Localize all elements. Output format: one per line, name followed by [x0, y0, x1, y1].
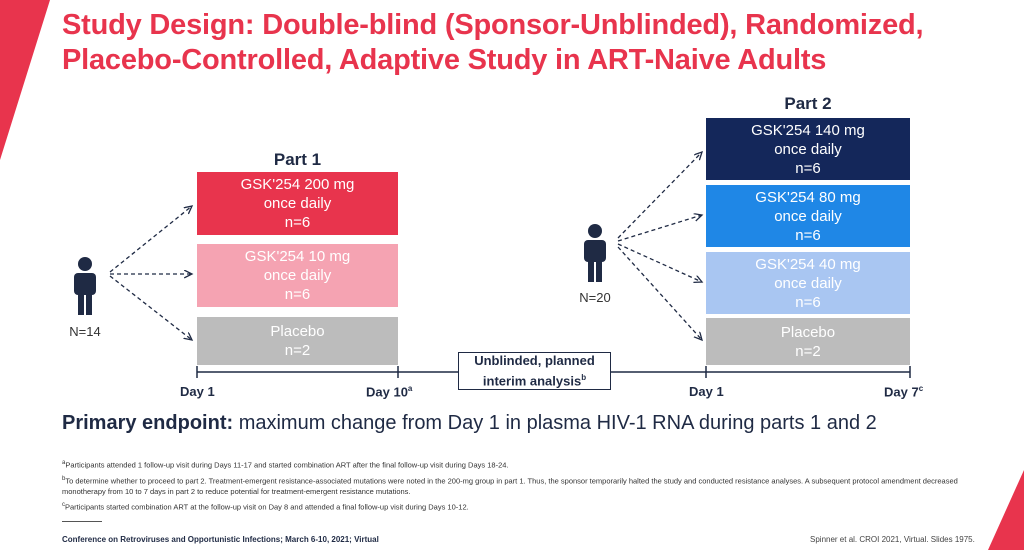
arrow-part1-arm3	[109, 275, 192, 340]
arrow-part1-arm1	[109, 206, 192, 273]
arm-frequency: once daily	[774, 140, 842, 158]
part2-label: Part 2	[784, 94, 832, 113]
endpoint-label: Primary endpoint:	[62, 412, 234, 434]
endpoint-text: maximum change from Day 1 in plasma HIV-…	[233, 412, 877, 434]
arm-card: GSK'254 80 mg once daily n=6	[706, 185, 910, 247]
arm-n: n=6	[284, 286, 311, 303]
arm-n: n=6	[795, 226, 821, 244]
arm-n: n=6	[284, 214, 311, 231]
arm-frequency: once daily	[774, 274, 842, 292]
footnote-c: cParticipants started combination ART at…	[62, 502, 469, 512]
conference-footer: Conference on Retroviruses and Opportuni…	[62, 535, 379, 544]
arm-drug: GSK'254 200 mg	[240, 176, 355, 193]
arrow-part2-arm4	[617, 246, 702, 340]
day-label: Day 10a	[366, 384, 413, 400]
arm-n: n=2	[795, 342, 821, 360]
footnote-a: aParticipants attended 1 follow-up visit…	[62, 460, 509, 470]
part1-arrows	[109, 206, 192, 340]
interim-analysis-box: Unblinded, planned interim analysisb	[458, 352, 611, 390]
arm-n: n=6	[795, 159, 821, 177]
citation-footer: Spinner et al. CROI 2021, Virtual. Slide…	[810, 535, 975, 544]
person-icon	[74, 257, 96, 315]
arm-n: n=2	[284, 342, 311, 359]
corner-accent-bottom-right	[988, 470, 1024, 550]
arm-drug: GSK'254 10 mg	[244, 248, 351, 265]
corner-accent-top-left	[0, 0, 50, 160]
arm-frequency: once daily	[774, 207, 842, 225]
day-label: Day 7c	[884, 384, 924, 400]
day-label: Day 1	[689, 384, 724, 399]
arrow-part2-arm2	[617, 215, 702, 242]
arrow-part2-arm3	[617, 243, 702, 282]
arm-card: GSK'254 10 mg once daily n=6	[197, 244, 398, 307]
interim-line1: Unblinded, planned	[474, 353, 595, 369]
person-icon	[584, 224, 606, 282]
arm-drug: GSK'254 80 mg	[755, 188, 861, 206]
part2-arrows	[617, 152, 702, 340]
arm-frequency: once daily	[263, 267, 332, 284]
arm-drug: Placebo	[270, 323, 325, 340]
interim-line2: interim analysisb	[482, 373, 587, 389]
day-label: Day 1	[180, 384, 215, 399]
arrow-part2-arm1	[617, 152, 702, 239]
primary-endpoint: Primary endpoint: maximum change from Da…	[62, 412, 992, 435]
arm-card: Placebo n=2	[706, 318, 910, 365]
arm-card: GSK'254 40 mg once daily n=6	[706, 252, 910, 314]
arm-frequency: once daily	[263, 195, 332, 212]
arm-n: n=6	[795, 293, 821, 311]
footnote-divider	[62, 521, 102, 522]
part1-n-label: N=14	[69, 324, 101, 339]
arm-drug: GSK'254 140 mg	[751, 121, 865, 139]
part1-label: Part 1	[273, 150, 322, 169]
arm-card: GSK'254 140 mg once daily n=6	[706, 118, 910, 180]
footnote-b: bTo determine whether to proceed to part…	[62, 476, 958, 496]
arm-drug: Placebo	[780, 323, 836, 341]
arm-drug: GSK'254 40 mg	[755, 255, 861, 273]
slide-title: Study Design: Double-blind (Sponsor-Unbl…	[62, 9, 924, 76]
arm-card: Placebo n=2	[197, 317, 398, 365]
arm-card: GSK'254 200 mg once daily n=6	[197, 172, 398, 235]
part2-n-label: N=20	[579, 290, 611, 305]
